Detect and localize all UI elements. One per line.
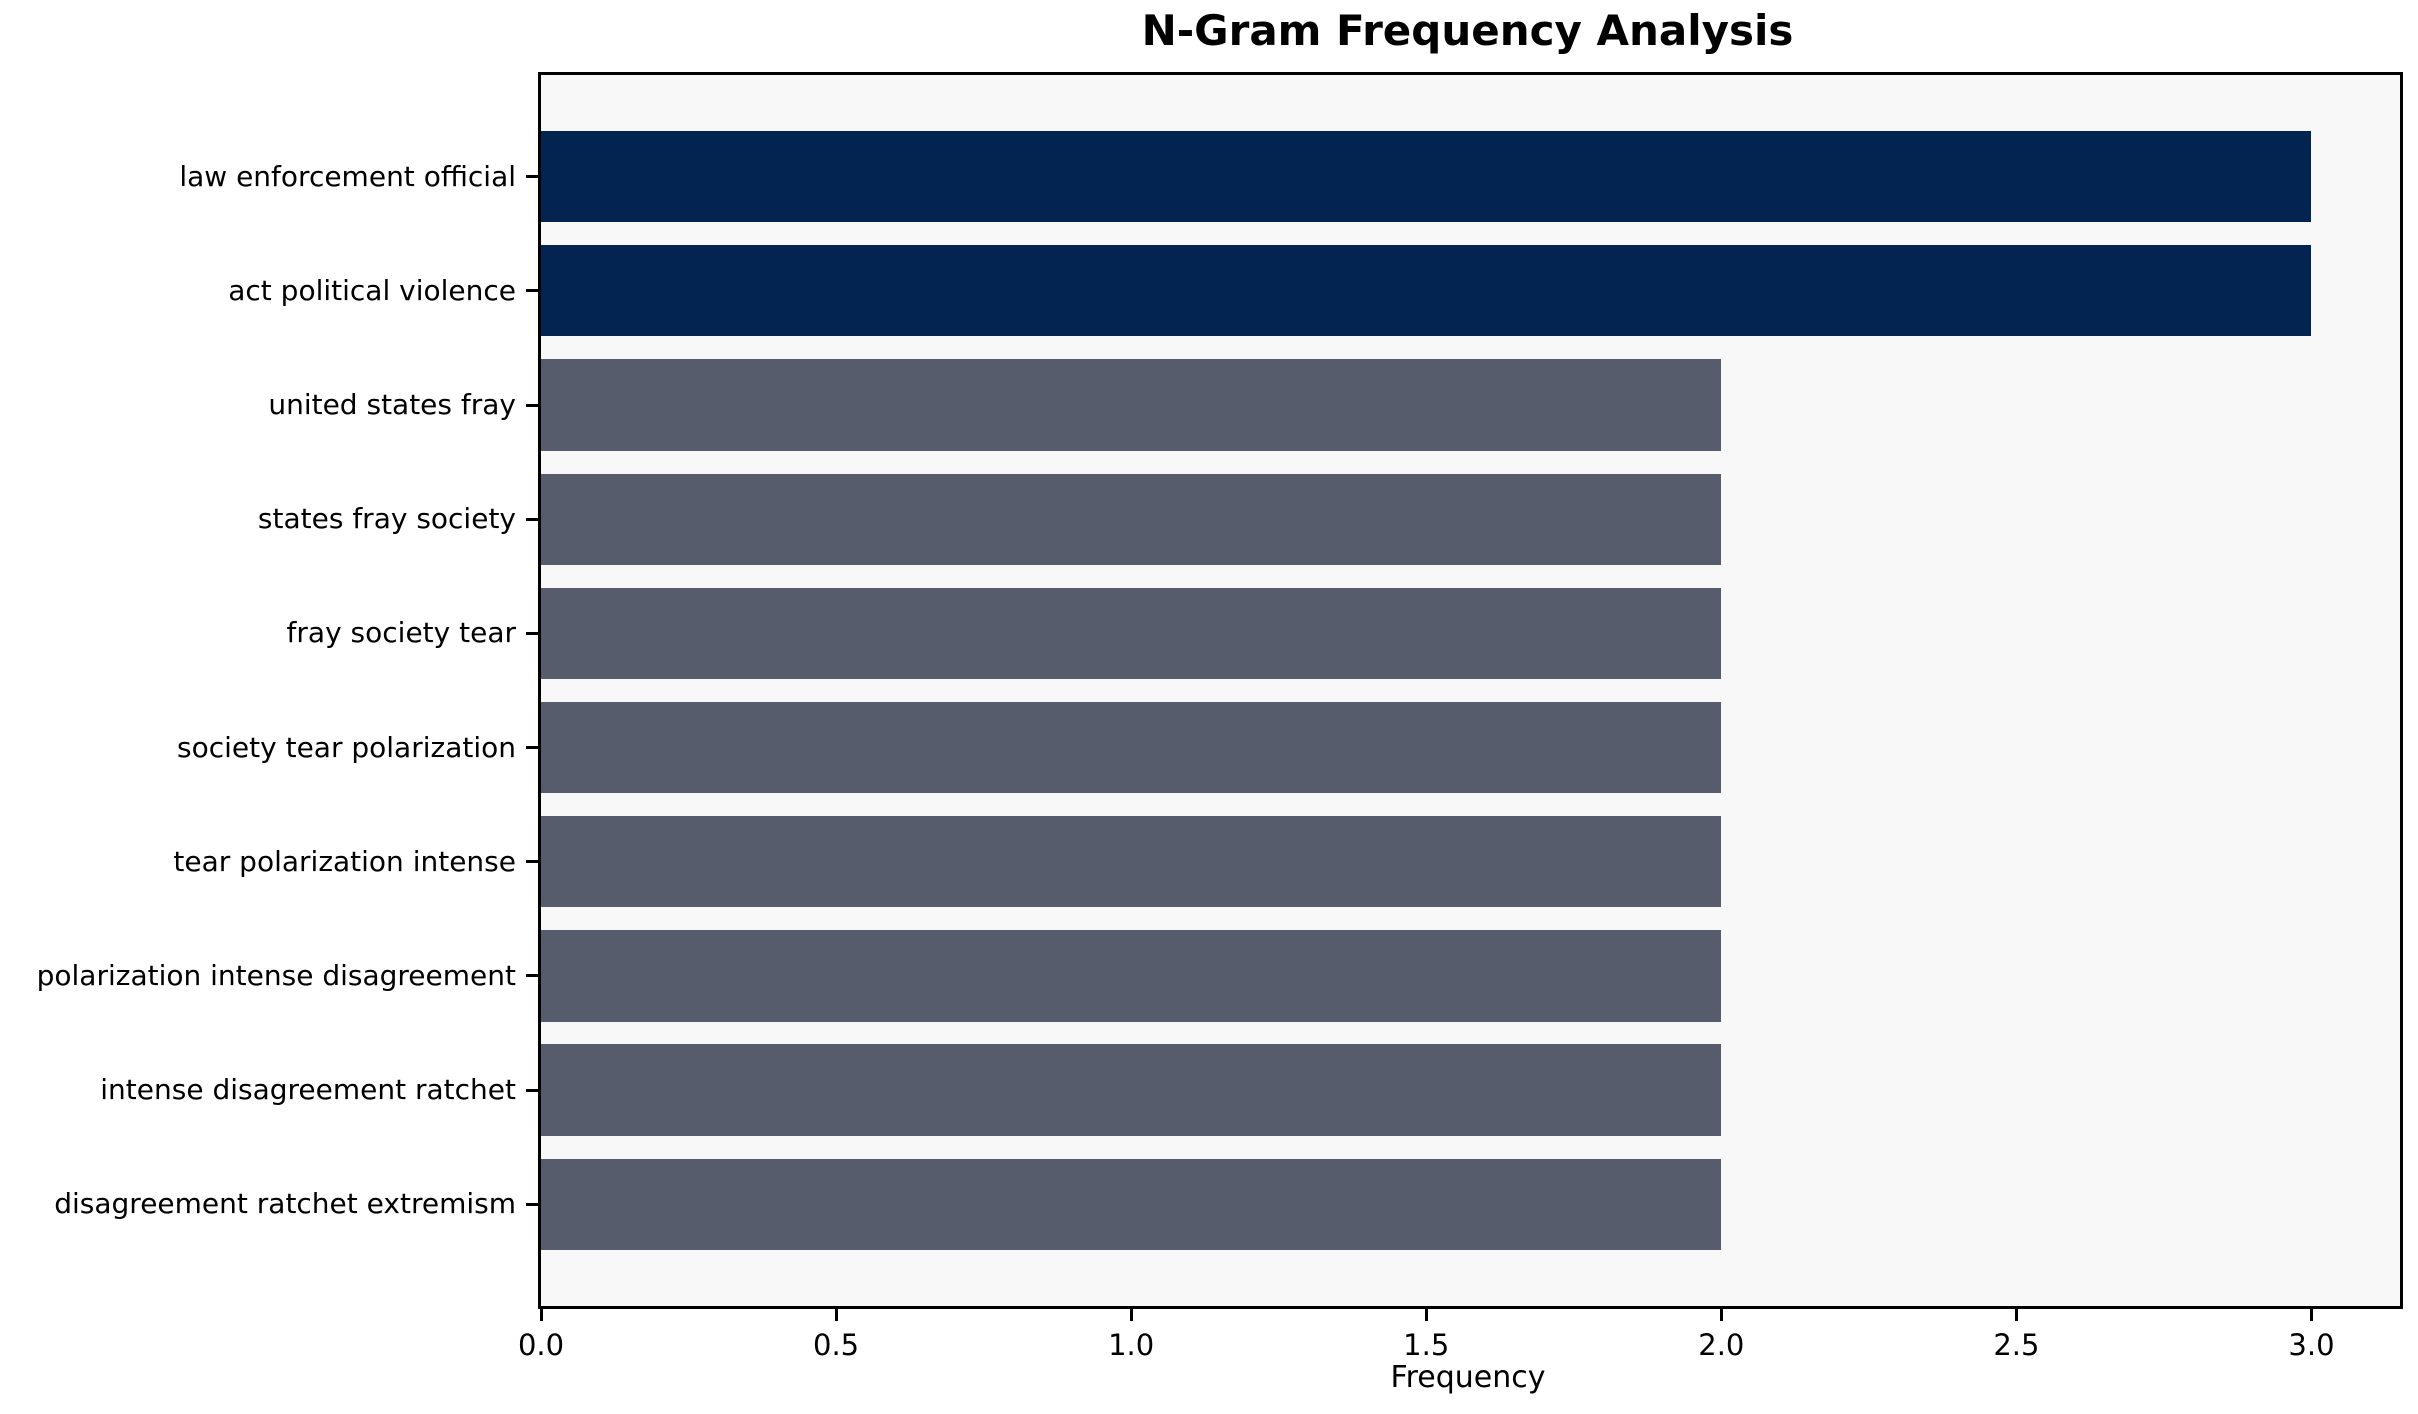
x-tick-mark [1424,1309,1428,1321]
bar [541,1044,1722,1136]
y-tick-mark [526,746,538,750]
y-tick-label: polarization intense disagreement [36,958,516,992]
x-tick-label: 0.5 [813,1328,860,1362]
bar [541,701,1722,794]
plot-area [538,72,2403,1309]
x-tick-mark [1719,1309,1723,1321]
y-tick-label: law enforcement official [179,159,516,193]
y-tick-label: society tear polarization [177,730,516,764]
x-tick-mark [2309,1309,2313,1321]
y-tick-label: act political violence [228,273,516,307]
y-tick-mark [526,403,538,407]
x-tick-label: 2.0 [1698,1328,1745,1362]
y-tick-mark [526,860,538,864]
y-tick-label: disagreement ratchet extremism [54,1187,516,1221]
bar [541,816,1722,908]
x-tick-label: 3.0 [2288,1328,2335,1362]
bar [541,587,1722,680]
x-tick-label: 2.5 [1993,1328,2040,1362]
y-tick-label: fray society tear [286,616,516,650]
y-tick-mark [526,1088,538,1092]
bar [541,359,1722,451]
x-tick-label: 1.0 [1108,1328,1155,1362]
y-tick-mark [526,289,538,293]
bar [541,473,1722,565]
y-tick-label: intense disagreement ratchet [100,1073,516,1107]
y-tick-mark [526,631,538,635]
x-tick-label: 1.5 [1403,1328,1450,1362]
x-tick-mark [539,1309,543,1321]
bar [541,1158,1722,1251]
y-tick-label: tear polarization intense [173,844,516,878]
bar [541,245,2312,337]
x-tick-mark [1129,1309,1133,1321]
chart-title: N-Gram Frequency Analysis [1141,6,1794,55]
bar [541,930,1722,1022]
y-tick-mark [526,175,538,179]
y-tick-label: states fray society [257,502,516,536]
x-tick-mark [2014,1309,2018,1321]
x-tick-label: 0.0 [517,1328,565,1362]
y-tick-label: united states fray [268,388,516,422]
y-tick-mark [526,517,538,521]
y-tick-mark [526,1202,538,1206]
x-tick-mark [834,1309,838,1321]
bar [541,130,2312,223]
x-axis-label: Frequency [1390,1360,1546,1395]
y-tick-mark [526,974,538,978]
